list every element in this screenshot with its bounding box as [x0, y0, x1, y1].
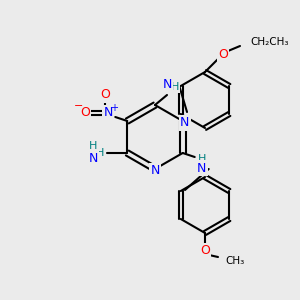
- Text: CH₂CH₃: CH₂CH₃: [250, 37, 289, 47]
- Text: N: N: [162, 79, 172, 92]
- Text: N: N: [150, 164, 160, 178]
- Text: O: O: [200, 244, 210, 257]
- Text: N: N: [103, 106, 113, 119]
- Text: N: N: [88, 152, 98, 164]
- Text: CH₃: CH₃: [225, 256, 244, 266]
- Text: O: O: [80, 106, 90, 119]
- Text: H: H: [197, 154, 206, 164]
- Text: H: H: [171, 82, 179, 92]
- Text: O: O: [100, 88, 110, 101]
- Text: −: −: [74, 101, 83, 111]
- Text: N: N: [180, 116, 189, 130]
- Text: H: H: [89, 141, 98, 151]
- Text: N: N: [197, 161, 206, 175]
- Text: +: +: [110, 103, 118, 113]
- Text: O: O: [218, 47, 228, 61]
- Text: H: H: [96, 148, 104, 158]
